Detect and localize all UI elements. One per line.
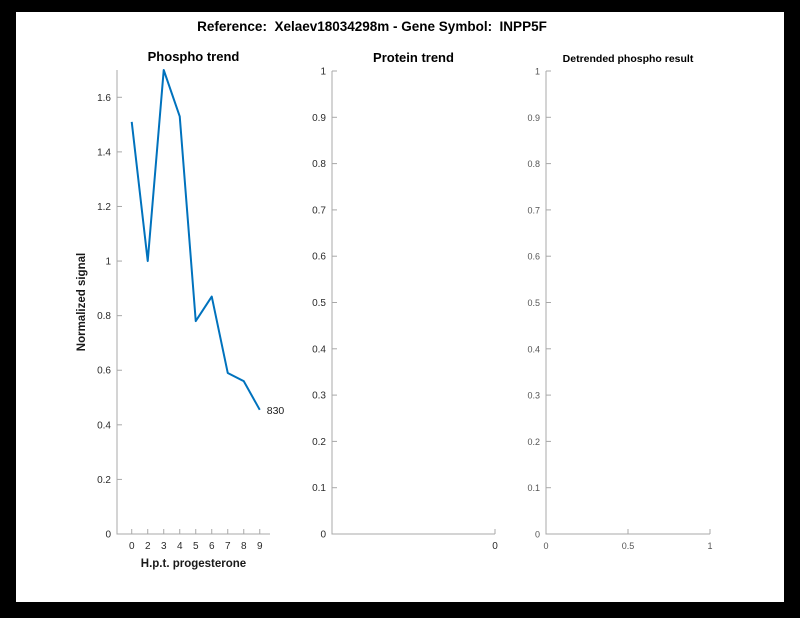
y-tick-label: 0.8 [97, 311, 111, 322]
y-tick-label: 0 [535, 530, 540, 540]
figure-title: Reference: Xelaev18034298m - Gene Symbol… [197, 19, 547, 34]
x-tick-label: 6 [209, 541, 215, 552]
y-tick-label: 0.1 [527, 483, 540, 493]
subplot-title: Detrended phospho result [563, 53, 694, 65]
y-tick-label: 0.5 [312, 298, 326, 309]
y-tick-label: 0.6 [527, 252, 540, 262]
subplot-title: Phospho trend [148, 49, 240, 64]
y-tick-label: 0.1 [312, 483, 326, 494]
y-tick-label: 0 [105, 530, 111, 541]
y-tick-label: 1 [105, 257, 111, 268]
y-tick-label: 0.8 [527, 159, 540, 169]
x-tick-label: 0 [129, 541, 135, 552]
y-tick-label: 0.2 [97, 475, 111, 486]
y-tick-label: 0.3 [312, 391, 326, 402]
subplot-protein-trend: 0 0.1 0.2 0.3 0.4 0.5 0.6 0.7 0.8 0.9 1 0 Protein tr… [312, 50, 498, 552]
y-tick-label: 1.4 [97, 147, 111, 158]
y-tick-label: 0.7 [312, 205, 326, 216]
y-tick-label: 1 [535, 67, 540, 77]
y-tick-label: 1.2 [97, 202, 111, 213]
y-tick-label: 0.2 [527, 437, 540, 447]
y-tick-label: 0.6 [312, 252, 326, 263]
y-tick-label: 0.4 [312, 344, 326, 355]
x-tick-label: 2 [145, 541, 151, 552]
axis-line [545, 71, 710, 535]
y-tick-label: 0 [320, 530, 326, 541]
x-tick-label: 1 [707, 541, 712, 551]
y-axis-label: Normalized signal [76, 253, 88, 351]
subplot-phospho-trend: 00.20.40.60.811.21.41.60 2 3 4 5 6 7 8 9Phospho … [76, 49, 285, 570]
x-axis-label: H.p.t. progesterone [141, 558, 246, 570]
y-tick-label: 0.4 [527, 344, 540, 354]
trend-line [130, 69, 261, 411]
subplot-detrended-phospho-result: 0 0.1 0.2 0.3 0.4 0.5 0.6 0.7 0.8 0.9 1 0 0.5 1 Detren… [527, 53, 712, 551]
y-tick-label: 0.4 [97, 420, 111, 431]
y-tick-label: 0.8 [312, 159, 326, 170]
x-tick-label: 5 [193, 541, 199, 552]
x-tick-label: 0 [543, 541, 548, 551]
x-tick-label: 0 [492, 541, 498, 552]
y-tick-label: 0.2 [312, 437, 326, 448]
x-tick-label: 3 [161, 541, 167, 552]
figure-canvas: Reference: Xelaev18034298m - Gene Symbol… [16, 12, 784, 602]
y-tick-label: 0.7 [527, 205, 540, 215]
x-tick-label: 9 [257, 541, 263, 552]
y-tick-label: 1.6 [97, 93, 111, 104]
y-tick-label: 1 [320, 67, 326, 78]
x-tick-label: 0.5 [622, 541, 635, 551]
y-tick-label: 0.9 [527, 113, 540, 123]
y-tick-label: 0.5 [527, 298, 540, 308]
x-tick-label: 4 [177, 541, 183, 552]
x-tick-label: 7 [225, 541, 231, 552]
y-tick-label: 0.6 [97, 366, 111, 377]
y-tick-label: 0.3 [527, 391, 540, 401]
endpoint-annotation: 830 [267, 405, 285, 417]
subplot-title: Protein trend [373, 50, 454, 65]
y-tick-label: 0.9 [312, 113, 326, 124]
x-tick-label: 8 [241, 541, 247, 552]
